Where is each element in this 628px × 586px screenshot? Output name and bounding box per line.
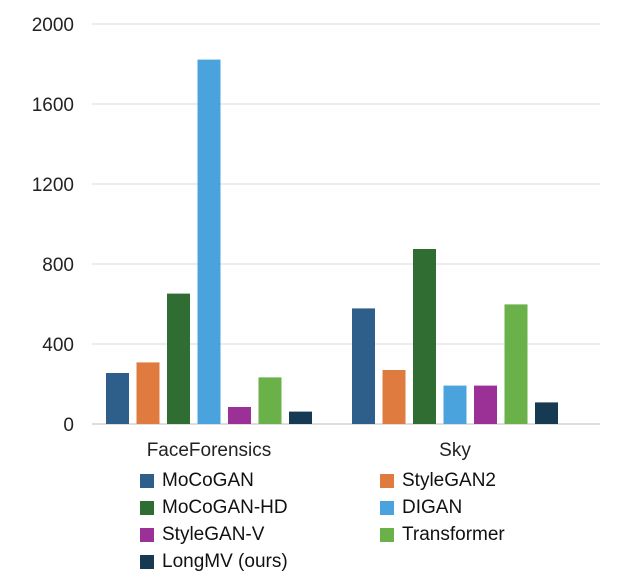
y-tick-label: 1200 [32, 175, 74, 196]
bar-stylegan2-faceforensics [136, 362, 160, 424]
legend-swatch [380, 528, 394, 542]
bars [106, 59, 558, 424]
bar-mocogan-hd-sky [413, 249, 436, 424]
legend-label: MoCoGAN-HD [162, 497, 288, 518]
bar-longmv-ours-sky [535, 402, 558, 424]
legend-swatch [140, 528, 154, 542]
legend-item: MoCoGAN-HD [140, 497, 380, 519]
bar-mocogan-faceforensics [106, 373, 129, 424]
bar-stylegan-v-faceforensics [228, 407, 251, 424]
bar-mocogan-hd-faceforensics [167, 293, 190, 424]
bar-longmv-ours-faceforensics [289, 411, 312, 424]
legend-label: DIGAN [402, 497, 463, 518]
legend-label: MoCoGAN [162, 470, 254, 491]
bar-stylegan2-sky [382, 370, 406, 424]
legend: MoCoGAN StyleGAN2 MoCoGAN-HD DIGAN StyleGAN-… [140, 470, 580, 573]
bar-transformer-sky [504, 304, 528, 424]
legend-item: LongMV (ours) [140, 551, 380, 573]
legend-swatch [140, 501, 154, 515]
bar-mocogan-sky [352, 308, 375, 424]
category-labels: FaceForensics Sky [147, 440, 472, 461]
legend-swatch [380, 474, 394, 488]
legend-item: Transformer [380, 524, 580, 546]
bar-transformer-faceforensics [258, 377, 282, 424]
bar-chart: 0 400 800 1200 1600 2000 FaceForensics Sky [32, 15, 600, 461]
legend-item: StyleGAN-V [140, 524, 380, 546]
legend-swatch [140, 474, 154, 488]
bar-digan-faceforensics [197, 59, 221, 424]
legend-item: DIGAN [380, 497, 580, 519]
y-tick-label: 2000 [32, 15, 74, 36]
legend-swatch [380, 501, 394, 515]
legend-label: StyleGAN-V [162, 524, 265, 545]
bar-stylegan-v-sky [474, 385, 497, 424]
legend-swatch [140, 555, 154, 569]
y-tick-label: 1600 [32, 95, 74, 116]
y-tick-label: 0 [63, 415, 74, 436]
legend-label: StyleGAN2 [402, 470, 496, 491]
legend-item: MoCoGAN [140, 470, 380, 492]
category-label: FaceForensics [147, 440, 272, 461]
legend-item: StyleGAN2 [380, 470, 580, 492]
category-label: Sky [439, 440, 471, 461]
y-tick-label: 400 [42, 335, 74, 356]
legend-label: LongMV (ours) [162, 551, 288, 572]
y-tick-label: 800 [42, 255, 74, 276]
y-axis-ticks: 0 400 800 1200 1600 2000 [32, 15, 74, 436]
bar-digan-sky [443, 385, 467, 424]
legend-label: Transformer [402, 524, 505, 545]
